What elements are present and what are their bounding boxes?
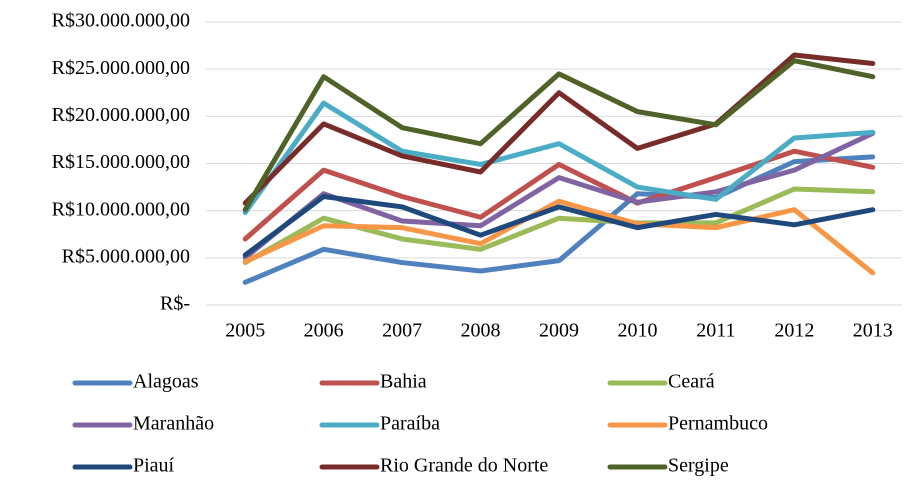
- legend-label: Rio Grande do Norte: [380, 455, 548, 477]
- x-tick-label: 2006: [304, 320, 344, 342]
- x-tick-label: 2013: [853, 320, 893, 342]
- y-tick-label: R$20.000.000,00: [52, 104, 190, 126]
- y-tick-label: R$25.000.000,00: [52, 57, 190, 79]
- x-tick-label: 2012: [774, 320, 814, 342]
- legend-label: Bahia: [380, 371, 427, 393]
- legend-label: Ceará: [668, 371, 715, 393]
- legend-label: Sergipe: [668, 455, 729, 477]
- legend-label: Paraíba: [380, 413, 440, 435]
- x-tick-label: 2010: [617, 320, 657, 342]
- y-tick-label: R$10.000.000,00: [52, 198, 190, 220]
- series-line: [242, 52, 876, 206]
- series-line: [242, 58, 876, 213]
- legend-label: Piauí: [133, 455, 175, 477]
- x-tick-label: 2011: [696, 320, 735, 342]
- series-line: [242, 154, 876, 285]
- y-tick-label: R$30.000.000,00: [52, 10, 190, 32]
- y-tick-label: R$-: [160, 293, 190, 315]
- series-line: [242, 100, 876, 216]
- y-tick-label: R$15.000.000,00: [52, 151, 190, 173]
- series-line: [242, 194, 876, 258]
- y-tick-label: R$5.000.000,00: [62, 245, 190, 267]
- x-tick-label: 2007: [382, 320, 422, 342]
- legend-label: Maranhão: [133, 413, 214, 435]
- series-line: [242, 198, 876, 276]
- legend-label: Alagoas: [133, 371, 199, 393]
- legend-label: Pernambuco: [668, 413, 768, 435]
- x-tick-label: 2005: [225, 320, 265, 342]
- x-tick-label: 2009: [539, 320, 579, 342]
- series-line: [242, 130, 876, 261]
- x-tick-label: 2008: [461, 320, 501, 342]
